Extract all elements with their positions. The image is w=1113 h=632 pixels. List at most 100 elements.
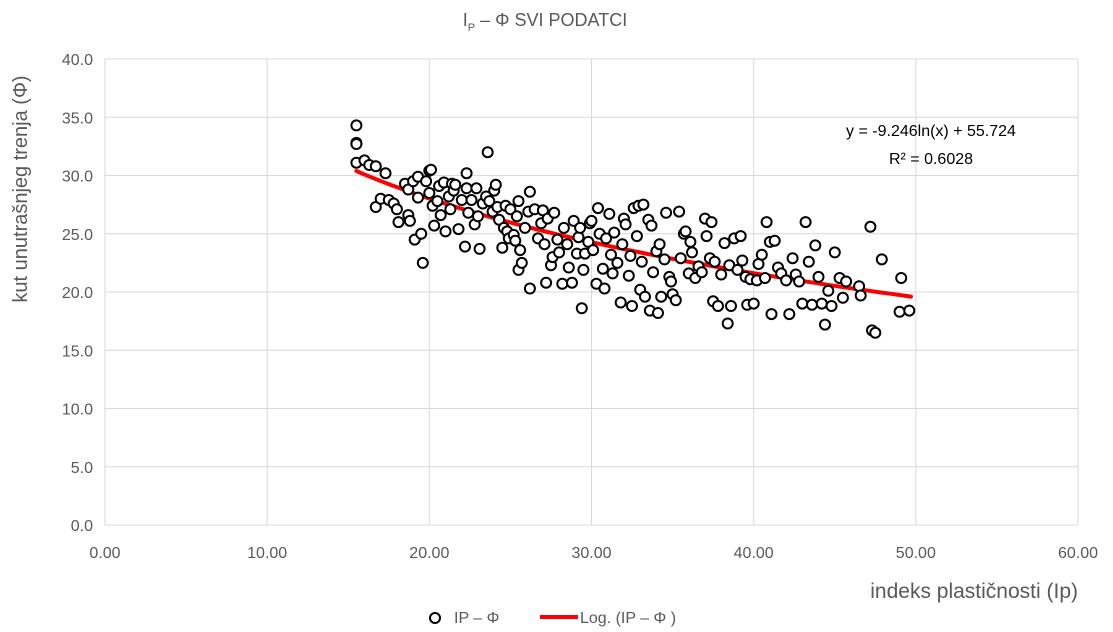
data-point <box>700 230 713 243</box>
trendline-equation: y = -9.246ln(x) + 55.724 <box>846 123 1016 140</box>
data-point <box>392 216 405 229</box>
data-point <box>548 206 561 219</box>
data-point <box>718 237 731 250</box>
data-point <box>655 290 668 303</box>
data-point <box>893 305 906 318</box>
data-point <box>658 253 671 266</box>
y-tick-label: 35.0 <box>62 110 93 127</box>
data-point <box>630 230 643 243</box>
data-point <box>665 275 677 288</box>
data-point <box>786 252 799 265</box>
data-point <box>423 187 436 199</box>
data-point <box>783 308 796 321</box>
title-main: I <box>463 10 468 30</box>
data-point <box>600 232 613 245</box>
data-point <box>822 284 835 297</box>
tick-label-layer: 0.0 5.0 10.0 15.0 20.0 25.0 30.0 35.0 40.0 0.00 10… <box>62 52 1098 562</box>
data-point <box>793 275 806 288</box>
data-point <box>624 249 637 262</box>
x-tick-label: 0.00 <box>89 545 120 562</box>
data-point <box>562 261 575 274</box>
y-tick-label: 10.0 <box>62 402 93 419</box>
data-point <box>489 178 502 191</box>
data-point <box>512 195 525 208</box>
data-point <box>626 300 638 312</box>
data-point <box>557 221 570 234</box>
data-point <box>708 255 721 268</box>
data-point <box>806 298 818 311</box>
data-point <box>759 272 771 284</box>
y-axis-label: kut unutrašnjeg trenja (Φ) <box>10 75 32 302</box>
data-point <box>705 216 718 229</box>
data-point <box>420 175 433 188</box>
y-tick-label: 15.0 <box>62 343 93 360</box>
data-point <box>574 221 587 234</box>
data-point <box>606 267 619 280</box>
data-point <box>369 160 382 173</box>
data-point <box>673 205 686 218</box>
data-point <box>460 182 473 195</box>
data-point <box>622 269 635 282</box>
data-point <box>350 138 363 150</box>
data-point <box>765 308 778 321</box>
data-point <box>575 302 588 315</box>
data-point <box>619 218 632 231</box>
data-point <box>434 209 447 222</box>
data-point <box>390 203 403 216</box>
x-tick-label: 30.00 <box>571 545 611 562</box>
data-point <box>799 216 812 229</box>
trendline-r-squared: R² = 0.6028 <box>889 151 973 168</box>
chart-title: IP – Φ SVI PODATCI <box>463 10 627 34</box>
data-point <box>869 326 882 339</box>
legend-label-scatter: IP – Φ <box>454 610 499 627</box>
data-point <box>747 297 760 310</box>
data-point <box>616 238 629 251</box>
data-point <box>684 235 697 248</box>
data-point <box>439 225 452 238</box>
data-point <box>864 220 877 233</box>
data-point <box>840 275 853 288</box>
data-point <box>652 307 664 319</box>
x-tick-label: 10.00 <box>247 545 287 562</box>
data-point <box>725 300 737 312</box>
data-point <box>637 198 650 211</box>
data-point <box>596 262 609 275</box>
data-point <box>538 238 551 251</box>
x-tick-label: 50.00 <box>896 545 936 562</box>
data-point <box>653 238 666 251</box>
data-point <box>577 263 590 276</box>
data-point <box>460 167 473 180</box>
y-tick-label: 20.0 <box>62 285 93 302</box>
data-point <box>415 227 428 240</box>
data-point <box>760 216 773 229</box>
data-point <box>587 244 600 257</box>
data-point <box>647 266 660 279</box>
points-layer <box>350 119 916 339</box>
data-point <box>645 219 658 232</box>
legend: IP – Φ Log. (IP – Φ ) <box>429 610 676 627</box>
data-point <box>403 214 416 227</box>
data-point <box>566 276 578 289</box>
data-point <box>523 185 536 198</box>
data-point <box>459 240 471 253</box>
data-point <box>425 163 437 176</box>
data-point <box>809 239 822 252</box>
data-point <box>379 167 392 180</box>
data-point <box>608 226 621 239</box>
data-point <box>540 276 553 289</box>
data-point <box>669 294 682 307</box>
x-tick-label: 60.00 <box>1058 545 1098 562</box>
data-point <box>572 231 585 244</box>
data-point <box>679 225 692 238</box>
data-point <box>465 194 478 206</box>
grid-layer <box>104 58 1079 526</box>
data-point <box>854 289 867 302</box>
data-point <box>635 255 648 268</box>
data-point <box>875 253 888 266</box>
y-tick-label: 0.0 <box>71 518 93 535</box>
data-point <box>444 203 457 216</box>
data-point <box>828 246 841 259</box>
data-point <box>836 291 849 304</box>
